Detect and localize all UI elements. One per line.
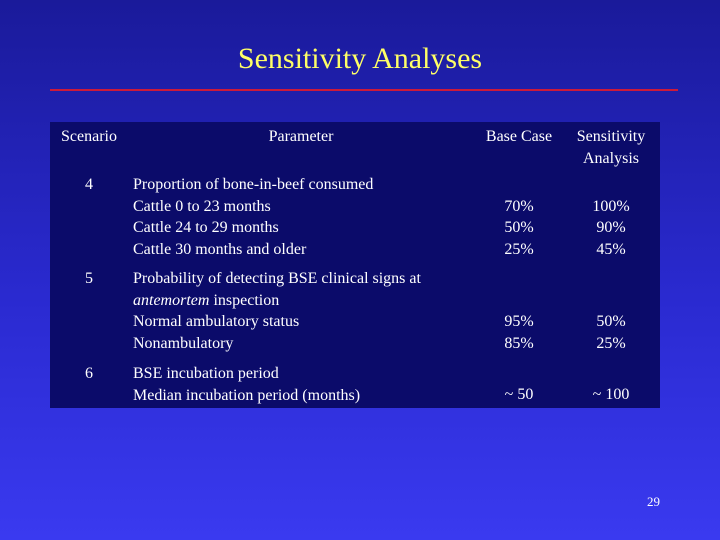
row-4-base-value: 50% [504,219,534,236]
row-6-sensitivity-value: ~ 100 [592,386,630,403]
row-6-base-value: ~ 50 [504,386,534,403]
row-5-base-value: 95% [504,313,534,330]
row-5-sensitivity-cell: 50% 25% [564,266,658,358]
title-divider [50,89,678,91]
row-6-sensitivity-cell: ~ 100 [564,360,658,406]
row-4-scenario: 4 [85,176,93,193]
row-4-parameter-cell: Proportion of bone-in-beef consumed Catt… [128,170,474,264]
row-4-parameter-line: Cattle 30 months and older [133,240,307,258]
row-5-parameter-line: Normal ambulatory status [133,313,300,330]
row-6-parameter-cell: BSE incubation period Median incubation … [128,360,474,406]
header-sensitivity-cell: Sensitivity Analysis [564,124,658,168]
row-4-sensitivity-value: 100% [592,197,630,215]
row-4-sensitivity-cell: 100% 90% 45% [564,170,658,264]
header-scenario-cell: Scenario [52,124,126,168]
row-6-scenario: 6 [85,365,93,382]
row-4-sensitivity-value: 90% [596,219,626,236]
row-4-parameter-line: Cattle 24 to 29 months [133,219,279,236]
row-5-base-value: 85% [504,334,534,352]
header-base-case: Base Case [485,128,553,145]
row-4-sensitivity-value: 45% [596,240,626,258]
row-4-parameter-line: Cattle 0 to 23 months [133,197,271,215]
row-5-parameter-cell: Probability of detecting BSE clinical si… [128,266,474,358]
header-parameter-cell: Parameter [128,124,474,168]
row-5-base-cell: 95% 85% [476,266,562,358]
row-4-parameter-line: Proportion of bone-in-beef consumed [133,176,374,193]
row-4-scenario-cell: 4 [52,170,126,264]
row-4-base-value: 25% [504,240,534,258]
row-6-parameter-line: BSE incubation period [133,365,279,382]
row-4-base-cell: 70% 50% 25% [476,170,562,264]
header-sensitivity-line1: Sensitivity [576,128,646,145]
page-number: 29 [647,494,660,509]
row-5-sensitivity-value: 25% [596,334,626,352]
row-6-base-cell: ~ 50 [476,360,562,406]
header-base-case-cell: Base Case [476,124,562,168]
slide-title: Sensitivity Analyses [237,42,483,75]
header-sensitivity-line2: Analysis [583,150,639,167]
sensitivity-table: Scenario Parameter Base Case Sensitivity… [50,122,660,408]
row-6-parameter-line: Median incubation period (months) [133,386,361,404]
row-6-scenario-cell: 6 [52,360,126,406]
row-5-scenario-cell: 5 [52,266,126,358]
row-5-parameter-italic: antemortem [133,291,210,309]
row-5-scenario: 5 [85,270,93,287]
row-5-parameter-line: Probability of detecting BSE clinical si… [133,270,421,287]
row-5-sensitivity-value: 50% [596,313,626,330]
header-scenario: Scenario [61,128,117,145]
row-5-parameter-line: Nonambulatory [133,334,234,352]
header-parameter: Parameter [268,128,334,145]
row-4-base-value: 70% [504,197,534,215]
row-5-parameter-rest: inspection [209,291,280,309]
row-5-parameter-line: antemortem inspection [133,290,474,312]
